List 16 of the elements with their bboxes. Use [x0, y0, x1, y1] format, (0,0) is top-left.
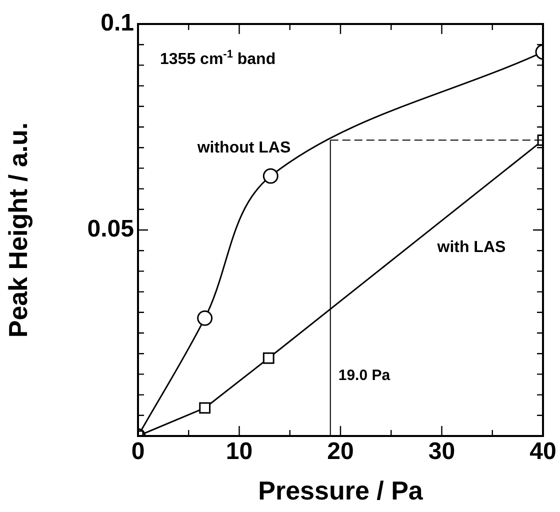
x-tick-label: 30 [428, 438, 456, 466]
y-tick-label: 0.05 [87, 216, 134, 243]
point [199, 402, 211, 414]
x-tick-label: 20 [327, 438, 354, 466]
y-tick-label: 0.1 [100, 10, 134, 37]
point [197, 310, 213, 326]
point [262, 168, 278, 184]
y-axis-title: Peak Height / a.u. [2, 122, 33, 338]
x-tick-label: 10 [226, 438, 253, 466]
legend-label: with LAS [436, 238, 506, 256]
ref-line-label: 19.0 Pa [338, 367, 391, 384]
x-tick-label: 40 [530, 438, 556, 466]
x-tick-label: 0 [131, 438, 145, 466]
x-axis-title: Pressure / Pa [258, 476, 424, 506]
point [262, 352, 274, 364]
series-label: without LAS [196, 139, 291, 156]
